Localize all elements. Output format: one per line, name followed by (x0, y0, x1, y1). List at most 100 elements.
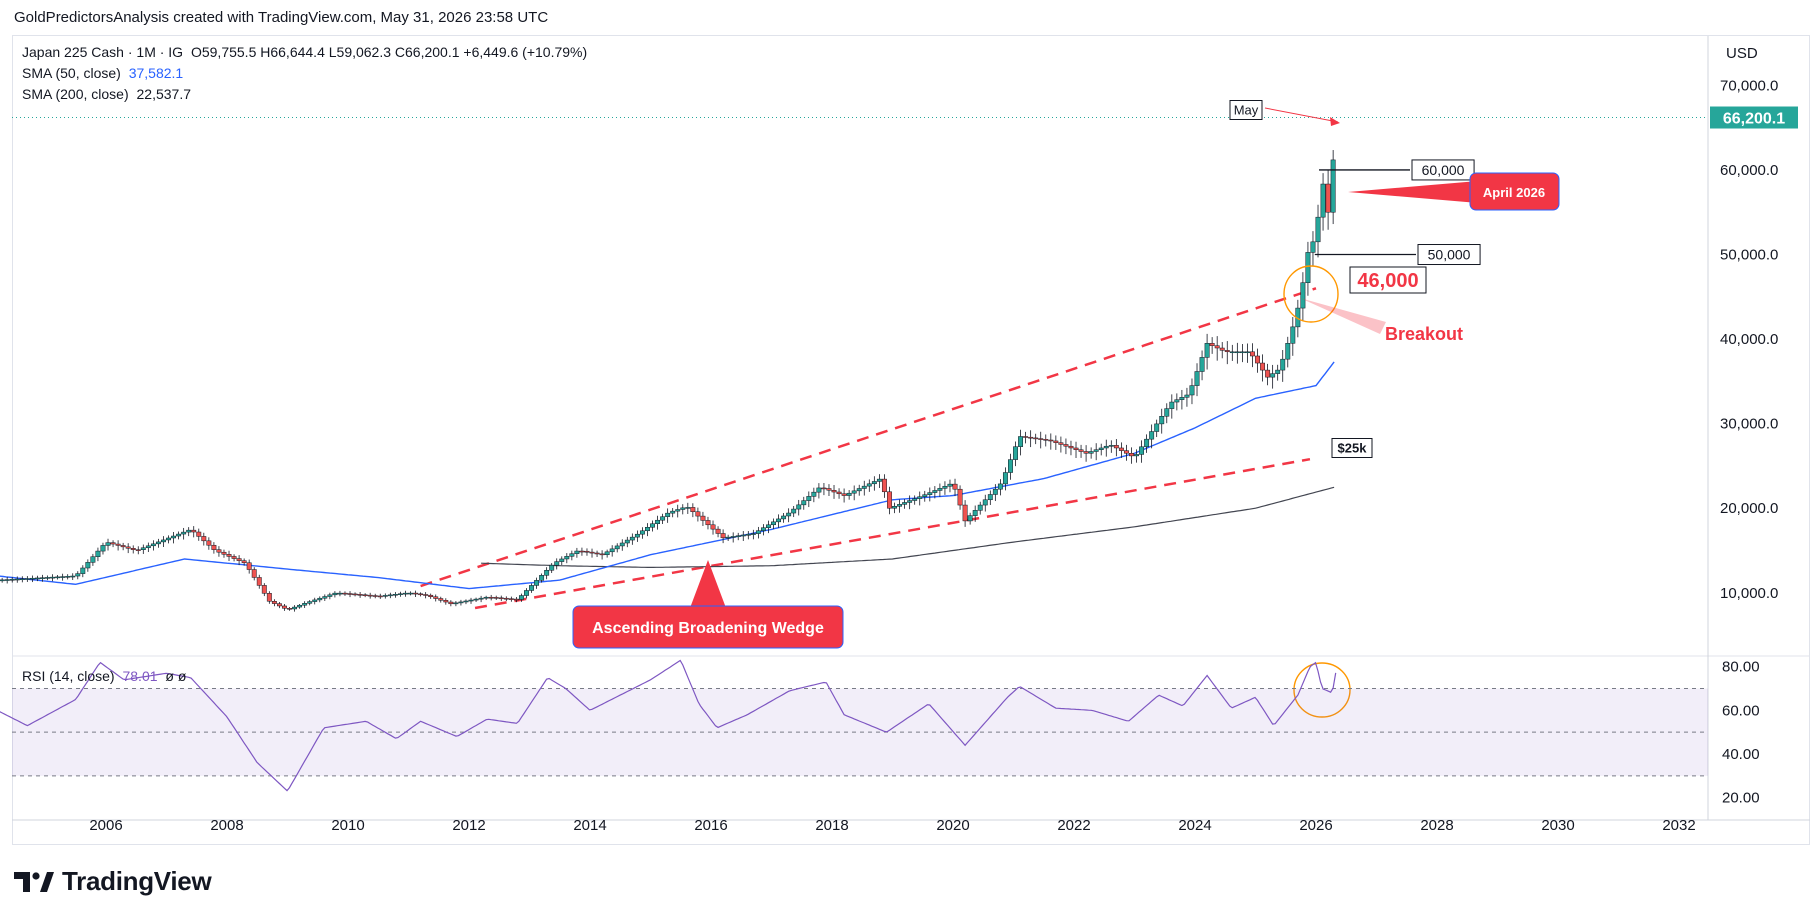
chart-frame[interactable] (12, 35, 1810, 845)
candle (1209, 337, 1215, 354)
candle (438, 596, 444, 603)
candle (1270, 364, 1276, 389)
candle-body (1174, 399, 1180, 403)
candle-body (372, 595, 378, 597)
candle-body (387, 594, 393, 597)
candle-body (191, 529, 197, 533)
candle (327, 592, 333, 600)
candle (1280, 350, 1286, 382)
candle (408, 591, 413, 596)
candle-body (181, 531, 187, 535)
candle-body (1250, 351, 1255, 357)
candle-body (619, 542, 625, 547)
april-callout-pointer (1348, 181, 1478, 203)
candle (609, 545, 615, 557)
rsi-tick: 80.00 (1722, 659, 1760, 676)
candle-body (1270, 373, 1276, 378)
candle-body (599, 553, 605, 556)
candle-body (438, 598, 444, 601)
candle-body (1154, 423, 1160, 432)
candle-body (1229, 351, 1235, 354)
candle-body (468, 599, 474, 602)
candle-body (19, 578, 25, 581)
candle-body (322, 596, 328, 599)
candle (120, 542, 126, 551)
candle-body (261, 585, 267, 594)
candle (1098, 443, 1104, 456)
candle-body (14, 578, 20, 581)
candle-body (1204, 343, 1210, 358)
candle (816, 483, 822, 499)
candle (1113, 439, 1119, 457)
tradingview-logo[interactable]: TradingView (14, 866, 212, 897)
axis-layer: 2006 2008 2010 2012 2014 2016 2018 2020 2022 2024… (89, 45, 1798, 834)
candle-body (725, 536, 731, 539)
candle (715, 526, 721, 538)
candle (902, 499, 908, 509)
candle (423, 592, 429, 599)
candle (342, 591, 348, 596)
candle (226, 550, 232, 562)
candle (801, 496, 807, 510)
candle (1108, 440, 1114, 453)
candle (302, 601, 308, 608)
candle (544, 567, 550, 580)
candle (992, 484, 998, 502)
candle-body (589, 551, 595, 554)
x-tick-2032: 2032 (1662, 817, 1695, 834)
legend-sma200: SMA (200, close) 22,537.7 (22, 86, 191, 102)
candle-body (1043, 439, 1049, 441)
x-tick-2012: 2012 (452, 817, 485, 834)
candle-body (276, 603, 282, 607)
candle (1199, 350, 1205, 381)
candle (1229, 344, 1235, 361)
candle-body (367, 594, 373, 597)
candle (887, 486, 892, 515)
candle (90, 553, 96, 566)
legend-rsi-label: RSI (14, close) (22, 668, 115, 684)
wedge-lower-line (474, 457, 1311, 610)
candle-body (897, 504, 903, 507)
candle-body (806, 496, 812, 501)
candle (271, 599, 277, 607)
candle (796, 499, 802, 516)
candle-body (403, 592, 408, 595)
candle (433, 594, 439, 602)
candle (191, 526, 197, 538)
candle (458, 599, 464, 606)
candle (1260, 354, 1266, 382)
candle (897, 499, 903, 513)
candle-body (1214, 345, 1220, 349)
candle-body (871, 481, 877, 485)
candle-body (902, 502, 908, 505)
candle-body (1255, 355, 1260, 364)
candle (483, 595, 489, 601)
candle (1144, 434, 1150, 453)
candle-body (755, 530, 761, 534)
candle-body (705, 520, 711, 526)
candle (856, 484, 862, 496)
candle (19, 576, 25, 583)
candle-body (392, 594, 398, 596)
candle (861, 480, 867, 496)
april-callout-box (1469, 172, 1560, 211)
candle-body (781, 515, 787, 520)
candle-body (1290, 326, 1296, 344)
candle (1285, 336, 1291, 368)
legend-instrument: Japan 225 Cash · 1M · IG (22, 44, 184, 60)
x-tick-2024: 2024 (1178, 817, 1211, 834)
candle-layer (0, 150, 1336, 612)
candle-body (423, 594, 429, 596)
candle-body (614, 545, 620, 550)
candle-body (1330, 159, 1336, 213)
candle (1330, 150, 1336, 225)
candle (524, 588, 529, 599)
candle (952, 478, 958, 497)
candle (70, 573, 76, 581)
candle (624, 536, 630, 548)
x-tick-2016: 2016 (694, 817, 727, 834)
candle (201, 532, 207, 546)
candle-body (1113, 445, 1119, 449)
candle (1290, 317, 1296, 356)
